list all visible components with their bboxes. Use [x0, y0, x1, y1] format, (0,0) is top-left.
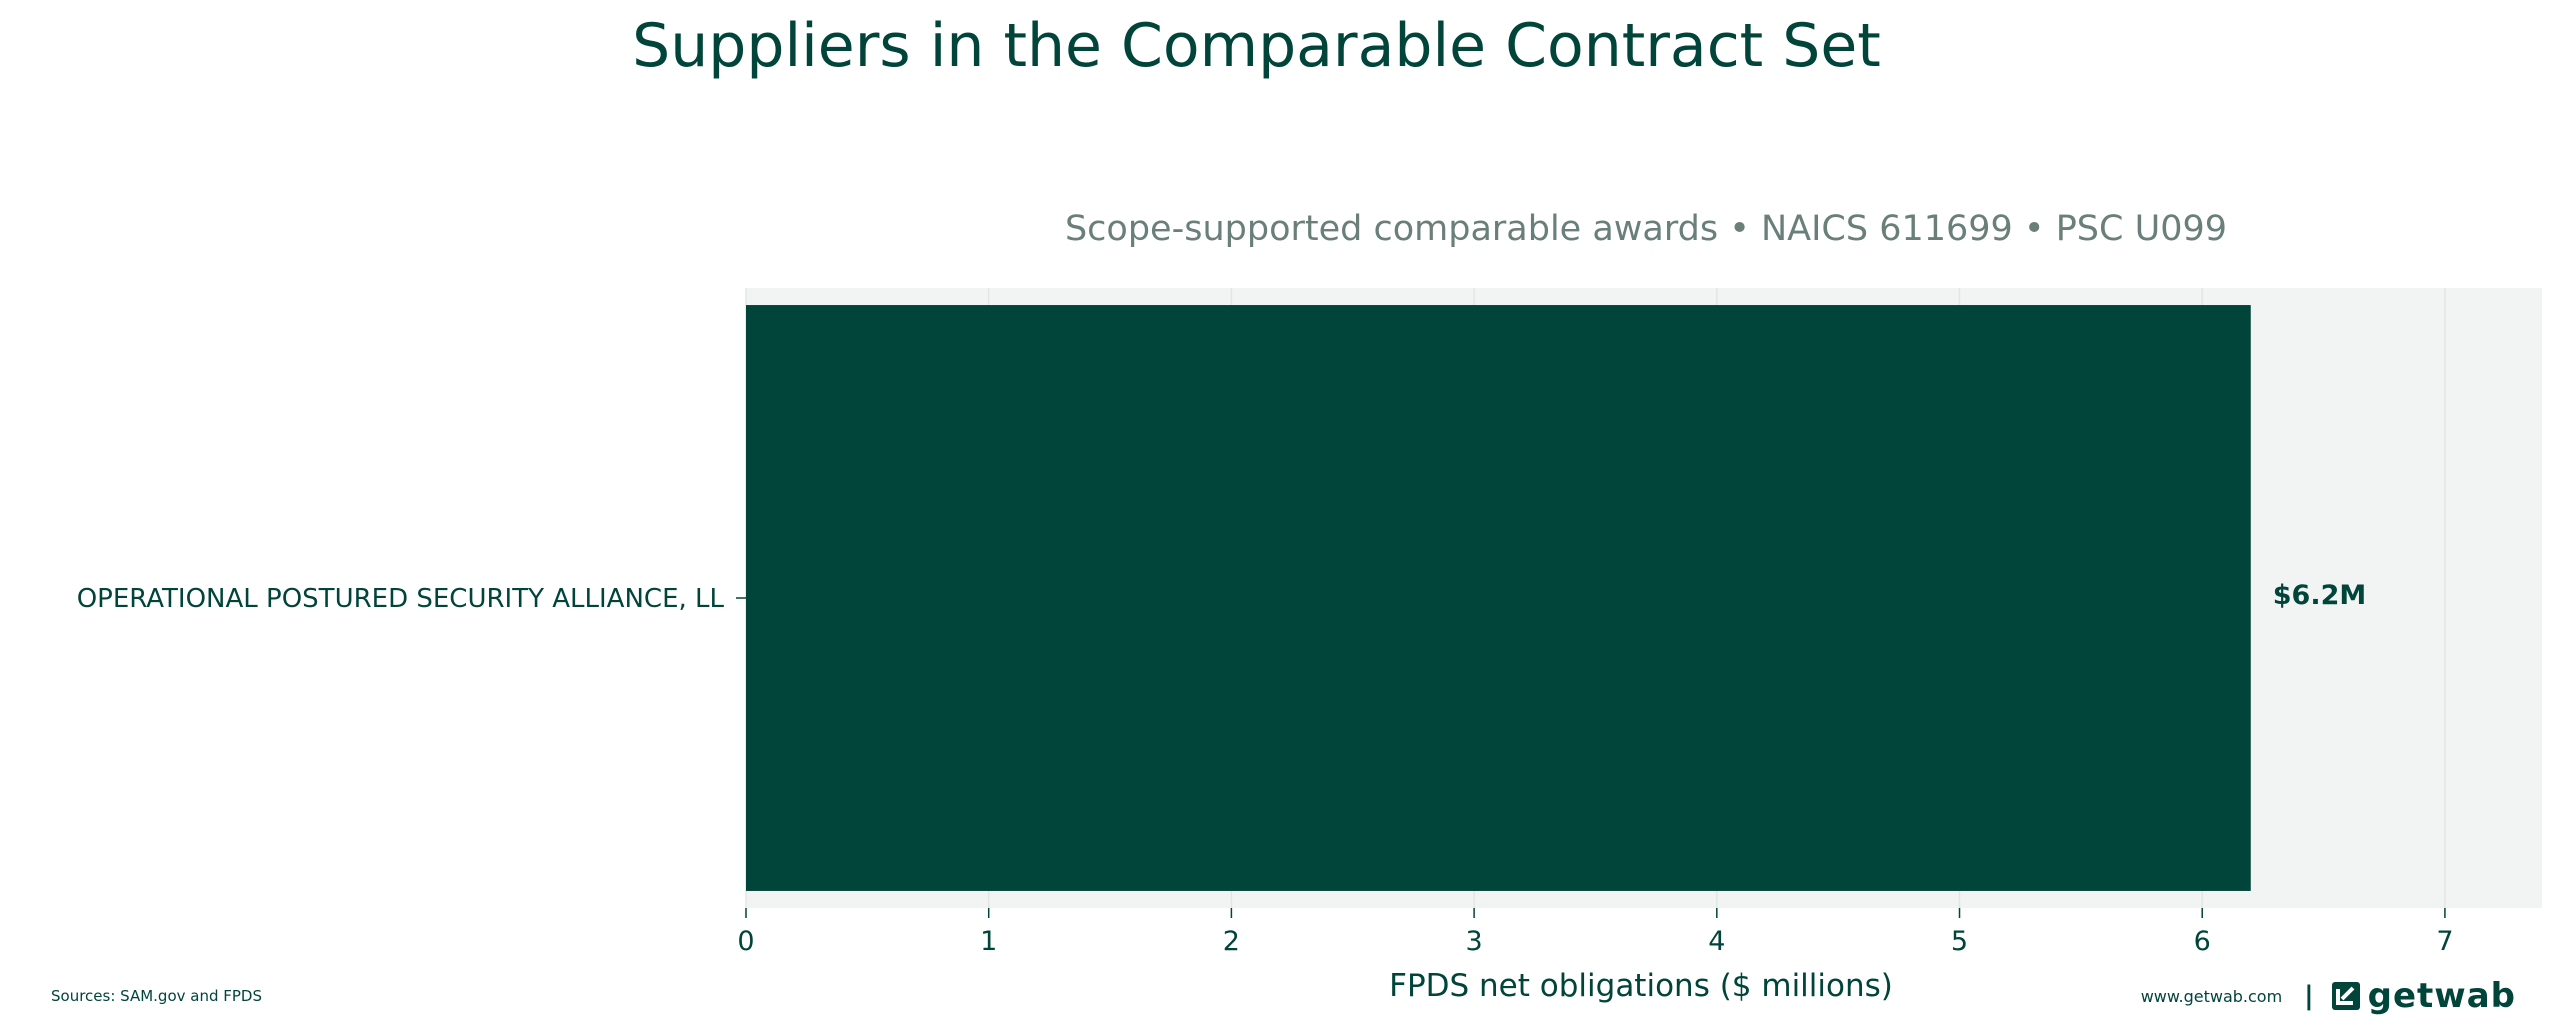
getwab-logo: getwab — [2331, 976, 2516, 1016]
x-axis-label: FPDS net obligations ($ millions) — [1389, 968, 1893, 1004]
chart-subtitle: Scope-supported comparable awards • NAIC… — [1064, 209, 2228, 249]
site-url[interactable]: www.getwab.com — [2140, 986, 2283, 1006]
x-tick-label-5: 5 — [1951, 926, 1968, 957]
logo-icon — [2331, 982, 2360, 1010]
x-tick-label-3: 3 — [1466, 926, 1483, 957]
value-label-0: $6.2M — [2273, 580, 2367, 611]
sources-note: Sources: SAM.gov and FPDS — [51, 987, 263, 1005]
chart-title: Suppliers in the Comparable Contract Set — [632, 11, 1881, 81]
bar-0 — [746, 305, 2251, 891]
x-tick-label-1: 1 — [980, 926, 997, 957]
logo-text: getwab — [2367, 976, 2516, 1016]
x-tick-label-2: 2 — [1223, 926, 1240, 957]
x-tick-label-0: 0 — [737, 926, 754, 957]
x-tick-label-6: 6 — [2194, 926, 2211, 957]
footer-branding: www.getwab.com | getwab — [2141, 976, 2516, 1016]
x-tick-label-4: 4 — [1708, 926, 1725, 957]
footer-separator: | — [2304, 981, 2314, 1011]
x-tick-label-7: 7 — [2436, 926, 2453, 957]
category-label-0: OPERATIONAL POSTURED SECURITY ALLIANCE, … — [77, 584, 725, 614]
